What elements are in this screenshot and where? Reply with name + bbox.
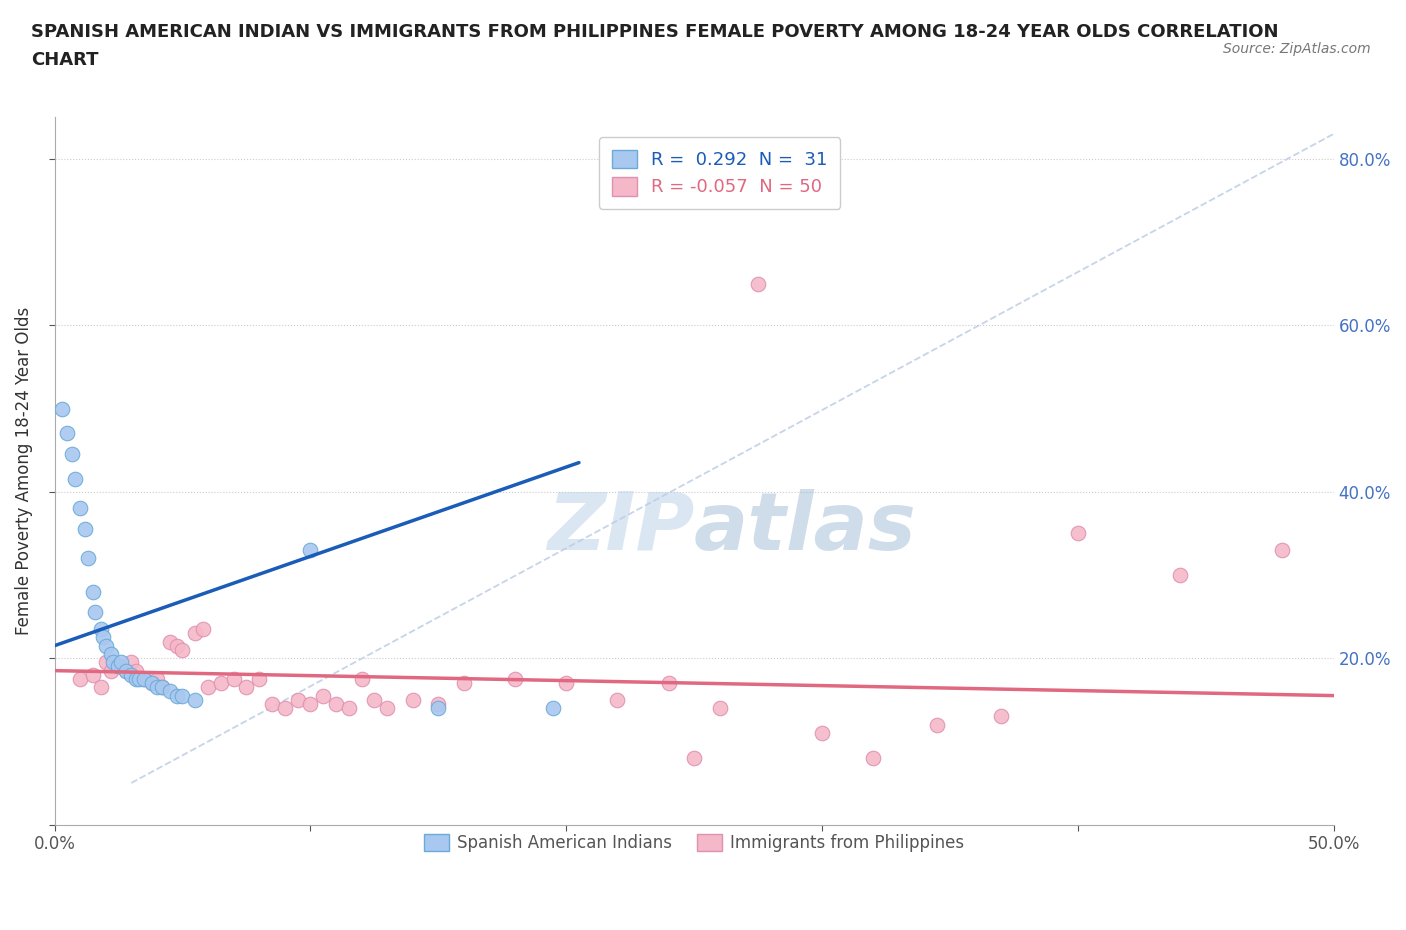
Point <box>747 276 769 291</box>
Point <box>709 700 731 715</box>
Point <box>184 692 207 707</box>
Point <box>90 680 112 695</box>
Point <box>159 684 181 698</box>
Point <box>312 688 335 703</box>
Point <box>209 676 232 691</box>
Point <box>811 725 834 740</box>
Point <box>927 717 949 732</box>
Point <box>1271 542 1294 557</box>
Point <box>107 659 129 674</box>
Point <box>325 697 347 711</box>
Point <box>51 401 73 416</box>
Point <box>91 630 114 644</box>
Point <box>191 621 214 636</box>
Point <box>363 692 385 707</box>
Point <box>172 688 194 703</box>
Point <box>683 751 706 765</box>
Point <box>103 655 125 670</box>
Y-axis label: Female Poverty Among 18-24 Year Olds: Female Poverty Among 18-24 Year Olds <box>15 307 32 635</box>
Point <box>503 671 526 686</box>
Point <box>84 604 107 619</box>
Point <box>543 700 565 715</box>
Point <box>222 671 245 686</box>
Point <box>76 551 98 565</box>
Point <box>427 697 450 711</box>
Point <box>247 671 270 686</box>
Point <box>141 676 163 691</box>
Point <box>125 671 148 686</box>
Point <box>375 700 398 715</box>
Point <box>235 680 257 695</box>
Point <box>120 655 142 670</box>
Point <box>115 663 138 678</box>
Point <box>350 671 373 686</box>
Point <box>125 663 148 678</box>
Point <box>69 501 91 516</box>
Point <box>56 426 79 441</box>
Point <box>1067 525 1090 540</box>
Point <box>120 668 142 683</box>
Point <box>299 542 322 557</box>
Point <box>184 626 207 641</box>
Legend: Spanish American Indians, Immigrants from Philippines: Spanish American Indians, Immigrants fro… <box>418 827 972 858</box>
Point <box>1168 567 1191 582</box>
Point <box>274 700 297 715</box>
Point <box>141 676 163 691</box>
Point <box>110 655 132 670</box>
Point <box>990 709 1012 724</box>
Point <box>159 634 181 649</box>
Point <box>150 680 173 695</box>
Point <box>172 643 194 658</box>
Point <box>427 700 450 715</box>
Point <box>150 680 173 695</box>
Point <box>862 751 884 765</box>
Text: CHART: CHART <box>31 51 98 69</box>
Point <box>555 676 578 691</box>
Point <box>337 700 360 715</box>
Point <box>166 688 188 703</box>
Text: atlas: atlas <box>695 488 917 566</box>
Text: SPANISH AMERICAN INDIAN VS IMMIGRANTS FROM PHILIPPINES FEMALE POVERTY AMONG 18-2: SPANISH AMERICAN INDIAN VS IMMIGRANTS FR… <box>31 23 1278 41</box>
Point <box>197 680 219 695</box>
Point <box>107 659 129 674</box>
Point <box>287 692 309 707</box>
Point <box>75 522 97 537</box>
Point <box>132 671 155 686</box>
Point <box>260 697 283 711</box>
Point <box>132 671 155 686</box>
Point <box>606 692 628 707</box>
Point <box>453 676 475 691</box>
Point <box>146 671 169 686</box>
Point <box>128 671 150 686</box>
Point <box>62 446 84 461</box>
Point <box>402 692 425 707</box>
Point <box>146 680 169 695</box>
Point <box>82 584 104 599</box>
Text: Source: ZipAtlas.com: Source: ZipAtlas.com <box>1223 42 1371 56</box>
Point <box>94 638 117 653</box>
Point <box>90 621 112 636</box>
Point <box>657 676 679 691</box>
Point <box>100 646 122 661</box>
Point <box>166 638 188 653</box>
Point <box>100 663 122 678</box>
Point <box>82 668 104 683</box>
Point <box>63 472 86 486</box>
Point <box>69 671 91 686</box>
Point <box>94 655 117 670</box>
Point <box>115 663 138 678</box>
Point <box>299 697 322 711</box>
Text: ZIP: ZIP <box>547 488 695 566</box>
